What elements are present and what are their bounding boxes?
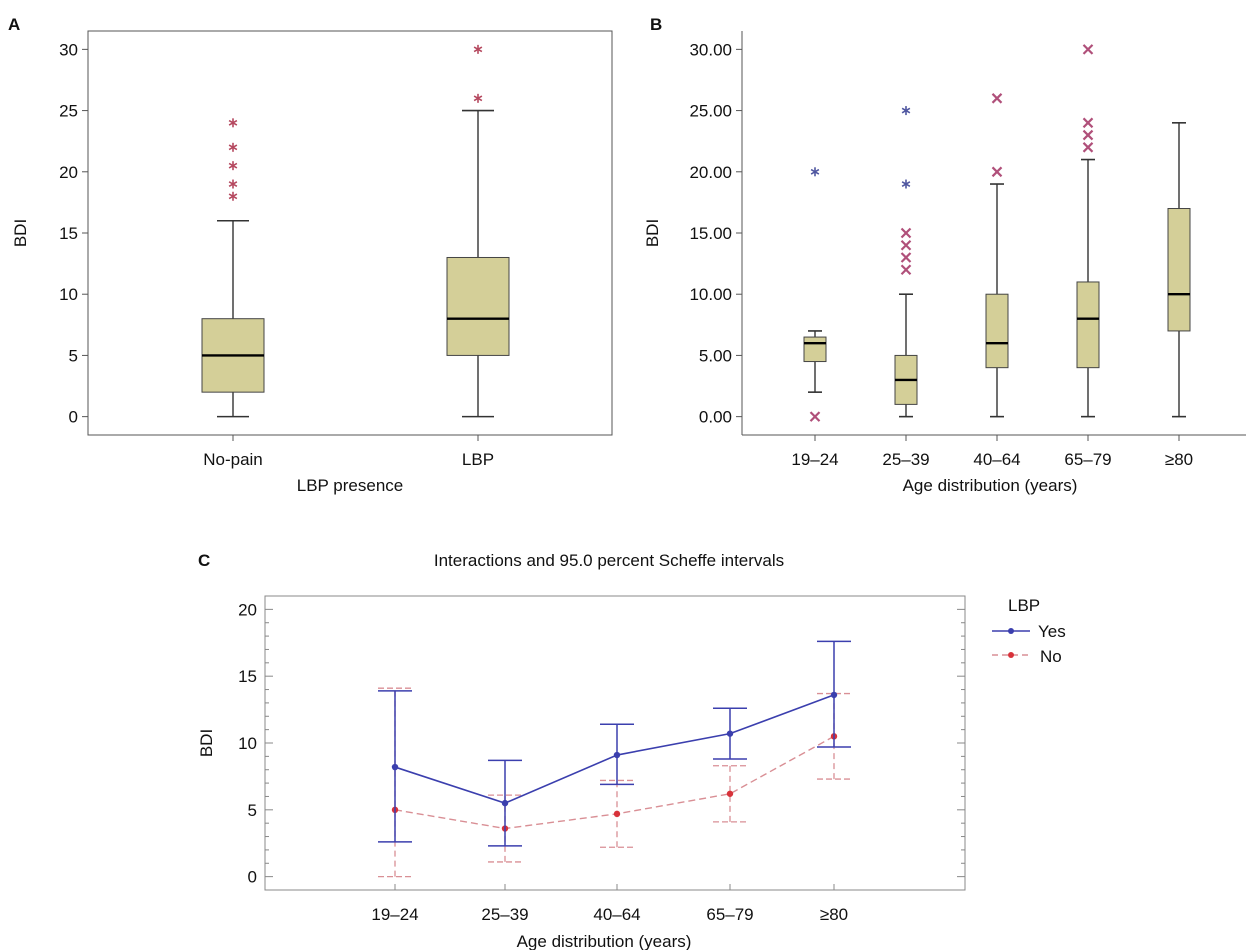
x-tick-label: 25–39 <box>481 905 528 924</box>
outlier-star <box>901 179 911 189</box>
outlier-cross <box>1082 142 1094 153</box>
panel-c-interaction-plot: Interactions and 95.0 percent Scheffe in… <box>197 551 1066 950</box>
outlier-star <box>228 142 238 152</box>
plot-frame <box>264 595 966 891</box>
chart-title: Interactions and 95.0 percent Scheffe in… <box>434 551 784 570</box>
box-iqr <box>1167 208 1191 332</box>
x-tick-label: 25–39 <box>882 450 929 469</box>
line-yes <box>394 694 835 804</box>
outlier-cross <box>991 93 1003 104</box>
y-tick-label: 30 <box>59 40 78 59</box>
box-group <box>894 106 918 418</box>
panel-label-a: A <box>8 15 20 34</box>
outlier-cross <box>900 227 912 239</box>
panel-a-boxplot: 0 5 10 15 20 25 30 No-pain LBP LBP presence BDI <box>11 30 613 495</box>
outlier-star <box>901 106 911 116</box>
y-tick-label: 25 <box>59 102 78 121</box>
legend-label-no: No <box>1040 647 1062 666</box>
x-tick-label: LBP <box>462 450 494 469</box>
y-tick-label: 20 <box>59 163 78 182</box>
point-yes <box>501 799 509 807</box>
y-tick-label: 30.00 <box>689 40 732 59</box>
box-iqr <box>985 293 1009 369</box>
point-yes <box>726 730 734 737</box>
x-tick-label: No-pain <box>203 450 263 469</box>
outlier-star <box>810 167 820 177</box>
x-tick-label: ≥80 <box>820 905 848 924</box>
outlier-cross <box>1082 129 1094 141</box>
outlier-cross <box>900 239 912 251</box>
y-tick-label: 15.00 <box>689 224 732 243</box>
point-yes <box>391 763 399 771</box>
panel-b-boxplot: 0.00 5.00 10.00 15.00 20.00 25.00 30.00 19–24 25… <box>643 31 1246 495</box>
legend-marker-no <box>1008 652 1014 658</box>
x-axis-label: Age distribution (years) <box>517 932 692 950</box>
box-group <box>446 44 510 418</box>
outlier-cross <box>1082 117 1094 129</box>
box-group <box>201 118 265 418</box>
x-axis-label: Age distribution (years) <box>903 476 1078 495</box>
series-no <box>378 687 851 878</box>
x-axis-label: LBP presence <box>297 476 403 495</box>
legend-label-yes: Yes <box>1038 622 1066 641</box>
y-tick-label: 5 <box>248 801 257 820</box>
outlier-star <box>473 44 483 54</box>
x-tick-label: 65–79 <box>706 905 753 924</box>
x-tick-label: 40–64 <box>593 905 640 924</box>
x-tick-label: 19–24 <box>791 450 838 469</box>
y-tick-label: 10 <box>59 285 78 304</box>
outlier-star <box>228 118 238 128</box>
legend: LBP Yes No <box>992 596 1066 666</box>
panel-label-b: B <box>650 15 662 34</box>
y-tick-label: 20 <box>238 600 257 619</box>
box-group <box>1076 44 1100 418</box>
box-group <box>803 167 827 422</box>
outlier-star <box>228 161 238 171</box>
outlier-cross <box>991 166 1003 178</box>
y-tick-label: 15 <box>238 667 257 686</box>
x-tick-label: 40–64 <box>973 450 1020 469</box>
outlier-star <box>228 179 238 189</box>
box-group <box>1167 122 1191 418</box>
y-tick-label: 10.00 <box>689 285 732 304</box>
y-tick-label: 0 <box>69 408 78 427</box>
box-group <box>985 93 1009 418</box>
outlier-cross <box>900 252 912 263</box>
y-tick-label: 20.00 <box>689 163 732 182</box>
point-yes <box>830 691 838 699</box>
y-axis-label: BDI <box>11 219 30 247</box>
y-axis-label: BDI <box>197 729 216 757</box>
x-tick-label: 65–79 <box>1064 450 1111 469</box>
y-tick-label: 0.00 <box>699 408 732 427</box>
outlier-cross <box>1082 44 1094 55</box>
outlier-star <box>473 93 483 103</box>
y-tick-label: 25.00 <box>689 102 732 121</box>
box-iqr <box>1076 281 1100 369</box>
y-tick-label: 15 <box>59 224 78 243</box>
point-yes <box>613 751 621 759</box>
y-tick-label: 10 <box>238 734 257 753</box>
point-no <box>726 790 734 797</box>
outlier-star <box>228 191 238 201</box>
outlier-cross <box>809 411 821 422</box>
x-tick-label: ≥80 <box>1165 450 1193 469</box>
y-axis-label: BDI <box>643 219 662 247</box>
panel-label-c: C <box>198 551 210 570</box>
y-tick-label: 5.00 <box>699 346 732 365</box>
x-tick-label: 19–24 <box>371 905 418 924</box>
y-tick-label: 0 <box>248 868 257 887</box>
point-no <box>613 810 621 818</box>
y-tick-label: 5 <box>69 346 78 365</box>
box-iqr <box>446 256 510 356</box>
legend-title: LBP <box>1008 596 1040 615</box>
plot-frame <box>87 30 613 436</box>
outlier-cross <box>900 264 912 276</box>
legend-marker-yes <box>1008 628 1014 634</box>
box-iqr <box>803 336 827 363</box>
series-yes <box>378 640 851 847</box>
